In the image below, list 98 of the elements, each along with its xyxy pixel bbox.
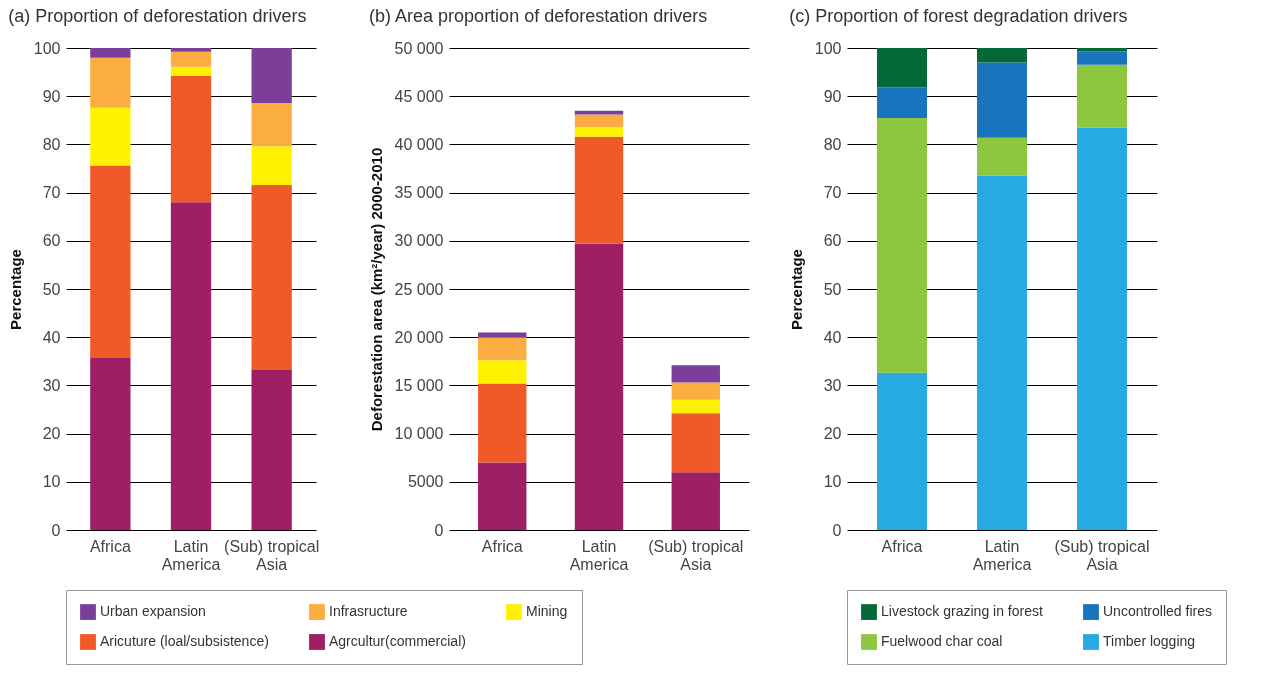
legend-label: Urban expansion — [100, 603, 206, 620]
y-tick-label: 50 000 — [394, 39, 444, 57]
bar — [877, 117, 927, 373]
bar — [170, 51, 212, 67]
legend-label: Livestock grazing in forest — [881, 603, 1043, 620]
bar — [1077, 64, 1127, 128]
y-tick-label: 100 — [33, 39, 61, 57]
y-tick-label: 45 000 — [394, 87, 444, 105]
y-tick-label: 20 — [42, 425, 61, 443]
bar — [170, 75, 212, 203]
chart-title: (a) Proportion of deforestation drivers — [8, 6, 307, 26]
y-tick-label: 15 000 — [394, 376, 444, 394]
bar — [478, 462, 527, 530]
bar — [90, 165, 131, 358]
bar — [574, 127, 624, 137]
y-axis-title: Deforestation area (km²/year) 2000-2010 — [367, 147, 385, 432]
bar — [251, 369, 292, 530]
bar — [1077, 127, 1127, 530]
bar — [574, 110, 624, 115]
y-tick-label: 40 — [42, 328, 61, 346]
legend-label: Mining — [526, 603, 568, 620]
x-tick-label: Africa — [89, 537, 131, 555]
x-tick-label: (Sub) tropical Asia — [648, 537, 744, 573]
legend-label: Fuelwood char coal — [881, 633, 1003, 649]
y-tick-label: 10 — [823, 473, 842, 491]
bar — [170, 48, 212, 52]
bar — [671, 365, 720, 383]
y-tick-label: 0 — [51, 521, 61, 539]
bar — [251, 102, 292, 147]
chart-title: (b) Area proportion of deforestation drivers — [369, 6, 708, 26]
y-tick-label: 40 000 — [394, 135, 444, 153]
x-tick-label: Africa — [481, 537, 523, 555]
y-tick-label: 50 — [823, 280, 842, 298]
bar — [671, 472, 720, 530]
bar — [478, 383, 527, 463]
y-tick-label: 80 — [823, 135, 842, 153]
y-tick-label: 25 000 — [394, 280, 444, 298]
y-tick-label: 60 — [823, 232, 842, 250]
bar — [1077, 51, 1127, 65]
bar — [877, 87, 927, 118]
bar — [574, 136, 624, 244]
legend-label: Aricuture (loal/subsistence) — [100, 633, 269, 649]
y-tick-label: 60 — [42, 232, 61, 250]
bar — [877, 48, 927, 88]
bar — [251, 184, 292, 370]
y-tick-label: 10 000 — [394, 425, 444, 443]
y-tick-label: 40 — [823, 328, 842, 346]
y-tick-label: 30 000 — [394, 232, 444, 250]
y-tick-label: 70 — [42, 184, 61, 202]
y-tick-label: 80 — [42, 135, 61, 153]
x-tick-label: (Sub) tropical Asia — [1054, 537, 1150, 573]
bar — [90, 57, 131, 108]
x-tick-label: Africa — [881, 537, 923, 555]
legend-label: Timber logging — [1103, 633, 1196, 649]
bar — [574, 243, 624, 530]
x-tick-label: Latin America — [972, 537, 1032, 573]
y-tick-label: 90 — [42, 87, 61, 105]
bar — [977, 137, 1027, 176]
x-tick-label: Latin America — [569, 537, 629, 573]
y-tick-label: 50 — [42, 280, 61, 298]
bar — [574, 114, 624, 128]
bar — [251, 146, 292, 185]
y-tick-label: 20 — [823, 425, 842, 443]
y-tick-label: 90 — [823, 87, 842, 105]
bar — [478, 360, 527, 384]
legend-label: Uncontrolled fires — [1103, 603, 1212, 620]
y-axis-title: Percentage — [6, 249, 24, 330]
y-tick-label: 35 000 — [394, 184, 444, 202]
bar — [671, 399, 720, 414]
chart-title: (c) Proportion of forest degradation drivers — [789, 6, 1128, 26]
y-axis-title: Percentage — [787, 249, 805, 330]
x-tick-label: Latin America — [161, 537, 221, 573]
bar — [478, 337, 527, 361]
bar — [877, 372, 927, 530]
x-tick-label: (Sub) tropical Asia — [224, 537, 320, 573]
y-tick-label: 10 — [42, 473, 61, 491]
bar — [671, 413, 720, 473]
bar — [977, 48, 1027, 63]
bar — [478, 332, 527, 338]
bar — [170, 66, 212, 76]
bar — [170, 202, 212, 530]
bar — [977, 62, 1027, 138]
legend-label: Infrasructure — [329, 603, 408, 620]
legend-label: Agrcultur(commercial) — [329, 633, 466, 649]
bar — [90, 357, 131, 530]
y-tick-label: 30 — [42, 376, 61, 394]
y-tick-label: 20 000 — [394, 328, 444, 346]
y-tick-label: 0 — [434, 521, 444, 539]
y-tick-label: 5000 — [407, 473, 444, 491]
y-tick-label: 0 — [832, 521, 842, 539]
bar — [90, 48, 131, 58]
bar — [671, 382, 720, 400]
y-tick-label: 30 — [823, 376, 842, 394]
bar — [977, 175, 1027, 530]
y-tick-label: 70 — [823, 184, 842, 202]
y-tick-label: 100 — [814, 39, 842, 57]
bar — [90, 107, 131, 166]
bar — [251, 48, 292, 103]
